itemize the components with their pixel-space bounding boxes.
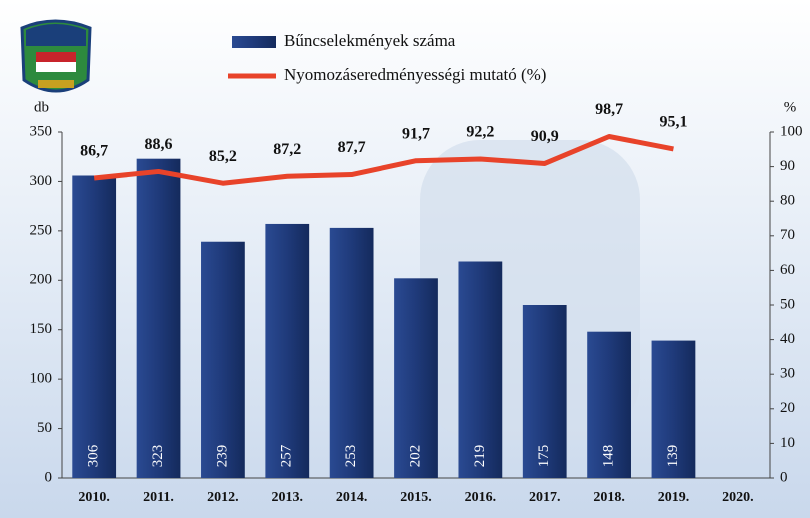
bar — [201, 241, 245, 478]
y2-tick-label: 90 — [780, 158, 795, 174]
x-tick-label: 2011. — [143, 490, 174, 505]
legend-label: Nyomozáseredményességi mutató (%) — [284, 65, 546, 84]
bar — [651, 340, 696, 478]
x-tick-label: 2019. — [658, 490, 690, 505]
legend-label: Bűncselekmények száma — [284, 31, 456, 50]
line-value-label: 88,6 — [145, 136, 173, 153]
y-tick-label: 0 — [45, 469, 53, 485]
y-tick-label: 300 — [30, 173, 53, 189]
x-tick-label: 2012. — [207, 490, 239, 505]
bar-value-label: 175 — [536, 445, 552, 468]
bar — [522, 305, 567, 478]
y2-tick-label: 50 — [780, 296, 795, 312]
y-tick-label: 50 — [37, 420, 52, 436]
bar — [136, 158, 181, 479]
x-tick-label: 2015. — [400, 490, 432, 505]
line-value-label: 95,1 — [659, 114, 687, 131]
legend-swatch — [232, 36, 276, 48]
x-tick-label: 2017. — [529, 490, 561, 505]
x-tick-label: 2014. — [336, 490, 368, 505]
bar-value-label: 257 — [279, 444, 295, 467]
line-value-label: 87,7 — [338, 139, 366, 156]
bar — [265, 223, 310, 478]
y-axis-label: db — [34, 99, 49, 115]
y-tick-label: 200 — [30, 272, 53, 288]
y2-tick-label: 20 — [780, 400, 795, 416]
x-tick-label: 2016. — [465, 490, 497, 505]
bar-value-label: 202 — [407, 445, 423, 468]
bar-value-label: 219 — [472, 445, 488, 468]
bar-value-label: 239 — [214, 445, 230, 468]
y2-tick-label: 40 — [780, 331, 795, 347]
y2-tick-label: 60 — [780, 262, 795, 278]
y2-tick-label: 10 — [780, 435, 795, 451]
y-tick-label: 100 — [30, 371, 53, 387]
line-value-label: 87,2 — [273, 141, 301, 158]
bar — [72, 175, 117, 479]
bar-value-label: 323 — [150, 445, 166, 468]
bar — [329, 227, 374, 478]
y2-tick-label: 0 — [780, 469, 788, 485]
y-tick-label: 150 — [30, 321, 53, 337]
y2-tick-label: 30 — [780, 366, 795, 382]
bar-value-label: 148 — [601, 445, 617, 468]
x-tick-label: 2010. — [78, 490, 110, 505]
bar — [458, 261, 503, 478]
y2-tick-label: 70 — [780, 227, 795, 243]
line-value-label: 98,7 — [595, 101, 623, 118]
y-tick-label: 350 — [30, 123, 53, 139]
line-value-label: 90,9 — [531, 128, 559, 145]
logo — [20, 19, 92, 93]
y2-tick-label: 100 — [780, 123, 803, 139]
x-tick-label: 2013. — [272, 490, 304, 505]
x-tick-label: 2018. — [593, 490, 625, 505]
x-tick-label: 2020. — [722, 490, 754, 505]
y2-axis-label: % — [784, 99, 797, 115]
bar — [394, 278, 438, 478]
line-value-label: 92,2 — [466, 124, 494, 141]
line-value-label: 86,7 — [80, 143, 108, 160]
line-value-label: 85,2 — [209, 148, 237, 165]
bar-value-label: 139 — [665, 445, 681, 468]
y-tick-label: 250 — [30, 222, 53, 238]
y2-tick-label: 80 — [780, 193, 795, 209]
bar-value-label: 253 — [343, 445, 359, 468]
line — [93, 133, 674, 186]
line-value-label: 91,7 — [402, 125, 430, 142]
bar-value-label: 306 — [86, 444, 102, 467]
bar — [587, 331, 631, 478]
